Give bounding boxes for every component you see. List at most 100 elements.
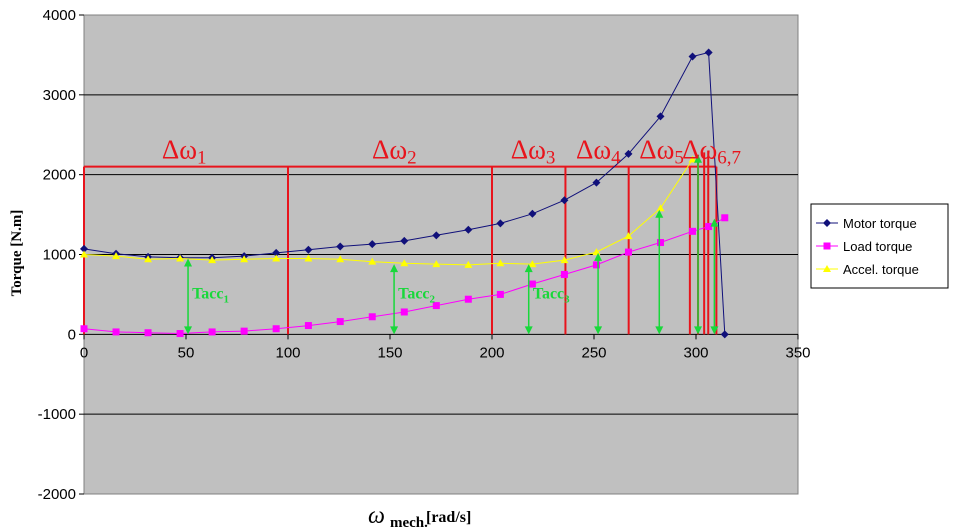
x-tick-label: 0: [80, 344, 88, 361]
y-tick-label: 2000: [43, 167, 76, 184]
point-marker: [272, 325, 280, 333]
point-marker: [496, 219, 505, 228]
tacc-labels: Tacc1 Tacc2 Tacc3: [192, 285, 570, 305]
point-marker: [721, 214, 729, 222]
interval-label: Δω6,7: [682, 135, 741, 169]
accel-arrows: [184, 154, 719, 335]
series-0: [80, 48, 729, 339]
x-tick-label: 100: [275, 344, 300, 361]
point-marker: [112, 252, 121, 260]
series-line: [83, 159, 693, 266]
accel-arrow: [710, 218, 719, 335]
x-axis-label: ω mech. [rad/s]: [368, 503, 471, 531]
point-marker: [592, 248, 601, 256]
series-line: [83, 51, 726, 335]
point-marker: [336, 318, 344, 326]
arrow-head-bottom: [524, 326, 533, 335]
y-tick-label: -1000: [38, 406, 76, 423]
y-tick-labels: -2000 -1000 0 1000 2000 3000 4000: [38, 7, 76, 503]
point-marker: [112, 328, 120, 336]
point-marker: [656, 112, 665, 121]
accel-arrow: [694, 154, 703, 335]
point-marker: [624, 232, 633, 240]
arrow-head-bottom: [694, 326, 703, 335]
point-marker: [368, 257, 377, 265]
point-marker: [464, 295, 472, 303]
arrow-head-top: [655, 209, 664, 218]
x-axis-subscript: mech.: [390, 515, 428, 531]
arrow-head-bottom: [184, 326, 193, 335]
arrow-head-top: [184, 258, 193, 267]
point-marker: [592, 178, 601, 187]
legend-items: Motor torque Load torque Accel. torque: [816, 216, 919, 277]
point-marker: [656, 204, 665, 212]
point-marker: [80, 325, 88, 333]
point-marker: [823, 219, 831, 227]
interval-label: Δω2: [372, 135, 417, 169]
point-marker: [80, 250, 88, 258]
legend-label: Motor torque: [843, 216, 917, 231]
point-marker: [304, 245, 313, 254]
arrow-head-top: [694, 154, 703, 163]
point-marker: [528, 260, 537, 268]
point-marker: [496, 290, 504, 298]
y-tick-label: 4000: [43, 7, 76, 24]
arrow-head-top: [594, 252, 603, 261]
point-marker: [560, 256, 569, 264]
point-marker: [304, 322, 312, 330]
point-marker: [144, 255, 153, 263]
arrow-head-bottom: [594, 326, 603, 335]
x-tick-label: 200: [479, 344, 504, 361]
accel-arrow: [655, 209, 664, 335]
point-marker: [823, 265, 831, 272]
accel-arrow: [184, 258, 193, 335]
series-group: [80, 48, 729, 339]
accel-arrow: [390, 264, 399, 335]
point-marker: [705, 223, 713, 231]
point-marker: [823, 242, 831, 250]
x-tick-label: 250: [581, 344, 606, 361]
x-tick-label: 350: [785, 344, 810, 361]
point-marker: [496, 259, 505, 267]
x-tick-labels: 0 50 100 150 200 250 300 350: [80, 344, 811, 361]
point-marker: [336, 242, 345, 251]
point-marker: [208, 256, 217, 264]
interval-label: Δω5: [639, 135, 684, 169]
point-marker: [400, 259, 409, 267]
grid-lines: [79, 14, 799, 495]
legend-label: Load torque: [843, 239, 912, 254]
x-tick-label: 150: [377, 344, 402, 361]
y-tick-label: 1000: [43, 247, 76, 264]
point-marker: [688, 52, 697, 61]
y-tick-label: 3000: [43, 87, 76, 104]
interval-label: Δω1: [162, 135, 207, 169]
y-tick-label: 0: [68, 326, 76, 343]
point-marker: [400, 236, 409, 245]
point-marker: [432, 260, 441, 268]
point-marker: [144, 329, 152, 337]
accel-arrow: [524, 264, 533, 335]
point-marker: [400, 308, 408, 316]
x-tick-label: 300: [683, 344, 708, 361]
point-marker: [560, 270, 568, 278]
y-tick-label: -2000: [38, 486, 76, 503]
arrow-head-top: [390, 264, 399, 273]
point-marker: [208, 328, 216, 336]
point-marker: [432, 302, 440, 310]
interval-label: Δω3: [511, 135, 556, 169]
tacc-label: Tacc2: [398, 285, 435, 305]
point-marker: [368, 240, 377, 249]
point-marker: [464, 225, 473, 234]
point-marker: [689, 227, 697, 235]
x-tick-label: 50: [178, 344, 195, 361]
tacc-label: Tacc3: [533, 285, 570, 305]
point-marker: [240, 327, 248, 335]
arrow-head-top: [524, 264, 533, 273]
point-marker: [368, 313, 376, 321]
arrow-head-bottom: [710, 326, 719, 335]
series-2: [80, 155, 697, 268]
point-marker: [624, 248, 632, 256]
arrow-head-bottom: [655, 326, 664, 335]
